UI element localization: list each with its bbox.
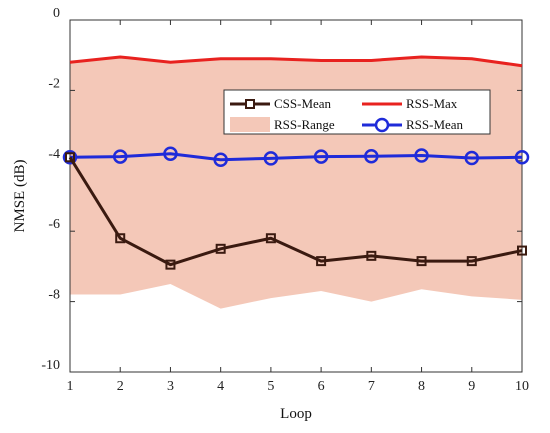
css-mean-point bbox=[165, 259, 176, 270]
css-mean-point bbox=[265, 233, 276, 244]
y-tick-label: -8 bbox=[48, 288, 60, 303]
y-tick-label: 0 bbox=[53, 6, 60, 21]
rss-mean-point bbox=[364, 148, 379, 164]
x-tick-label: 5 bbox=[267, 379, 274, 394]
css-mean-point bbox=[466, 256, 477, 267]
rss-mean-point bbox=[163, 146, 178, 162]
y-tick-label: -6 bbox=[48, 217, 60, 232]
x-tick-label: 1 bbox=[67, 379, 74, 394]
rss-mean-line bbox=[69, 152, 523, 162]
rss-mean-point bbox=[313, 149, 329, 164]
x-tick-label: 4 bbox=[217, 379, 224, 394]
rss-mean-point bbox=[112, 149, 128, 164]
legend-marker-rss-mean bbox=[374, 117, 390, 133]
css-mean-point bbox=[65, 152, 75, 163]
y-tick-label: -2 bbox=[48, 76, 60, 91]
x-tick-label: 7 bbox=[368, 379, 375, 394]
y-tick-label: -10 bbox=[41, 358, 60, 373]
axes-box bbox=[69, 19, 523, 373]
rss-mean-point bbox=[414, 148, 429, 163]
x-tick-label: 8 bbox=[418, 379, 425, 394]
css-mean-point bbox=[115, 233, 126, 244]
rss-mean-point bbox=[263, 151, 279, 166]
css-mean-point bbox=[215, 243, 226, 254]
legend-label-rss-max: RSS-Max bbox=[406, 96, 458, 111]
css-mean-point bbox=[517, 245, 527, 256]
legend-marker-css-mean bbox=[245, 99, 255, 109]
x-tick-label: 3 bbox=[167, 379, 174, 394]
rss-max-line bbox=[69, 55, 523, 68]
css-mean-point bbox=[316, 256, 327, 267]
rss-mean-point bbox=[514, 150, 530, 165]
rss-mean-point bbox=[213, 152, 228, 167]
x-tick-label: 6 bbox=[318, 379, 325, 394]
x-tick-label: 2 bbox=[117, 379, 124, 394]
y-axis-title: NMSE (dB) bbox=[12, 160, 28, 233]
legend-label-rss-mean: RSS-Mean bbox=[406, 117, 464, 132]
legend-label-rss-range: RSS-Range bbox=[274, 117, 335, 132]
y-tick-label: -4 bbox=[48, 147, 60, 162]
rss-mean-point bbox=[62, 150, 78, 165]
x-axis-title: Loop bbox=[280, 406, 312, 422]
css-mean-point bbox=[416, 256, 427, 267]
x-tick-label: 10 bbox=[515, 379, 529, 394]
css-mean-point bbox=[366, 250, 377, 261]
css-mean-line bbox=[68, 156, 523, 267]
legend-swatch-rss-range bbox=[230, 117, 270, 132]
rss-mean-point bbox=[464, 150, 480, 166]
x-tick-label: 9 bbox=[468, 379, 475, 394]
legend: CSS-Mean RSS-Max RSS-Range RSS-Mean bbox=[223, 89, 491, 135]
legend-label-css-mean: CSS-Mean bbox=[274, 96, 332, 111]
